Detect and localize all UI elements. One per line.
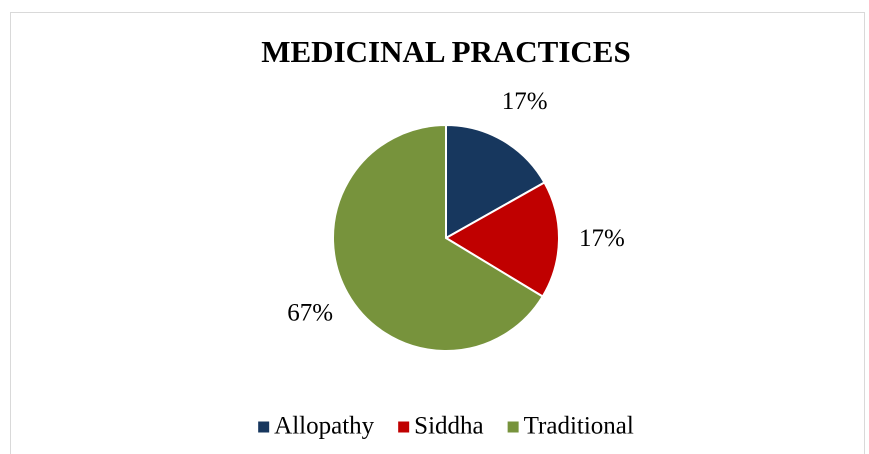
data-label: 17% bbox=[502, 88, 548, 115]
chart-title: MEDICINAL PRACTICES bbox=[261, 34, 630, 69]
data-label: 67% bbox=[287, 299, 333, 326]
pie-slice bbox=[445, 123, 546, 240]
legend-swatch bbox=[398, 421, 410, 433]
pie-slice bbox=[332, 123, 545, 352]
legend-swatch bbox=[258, 421, 270, 433]
legend-label: Siddha bbox=[414, 413, 483, 440]
legend-label: Traditional bbox=[524, 413, 634, 440]
pie-slice bbox=[444, 181, 560, 298]
legend-label: Allopathy bbox=[274, 413, 374, 440]
legend-swatch bbox=[507, 421, 519, 433]
data-label: 17% bbox=[579, 225, 625, 252]
